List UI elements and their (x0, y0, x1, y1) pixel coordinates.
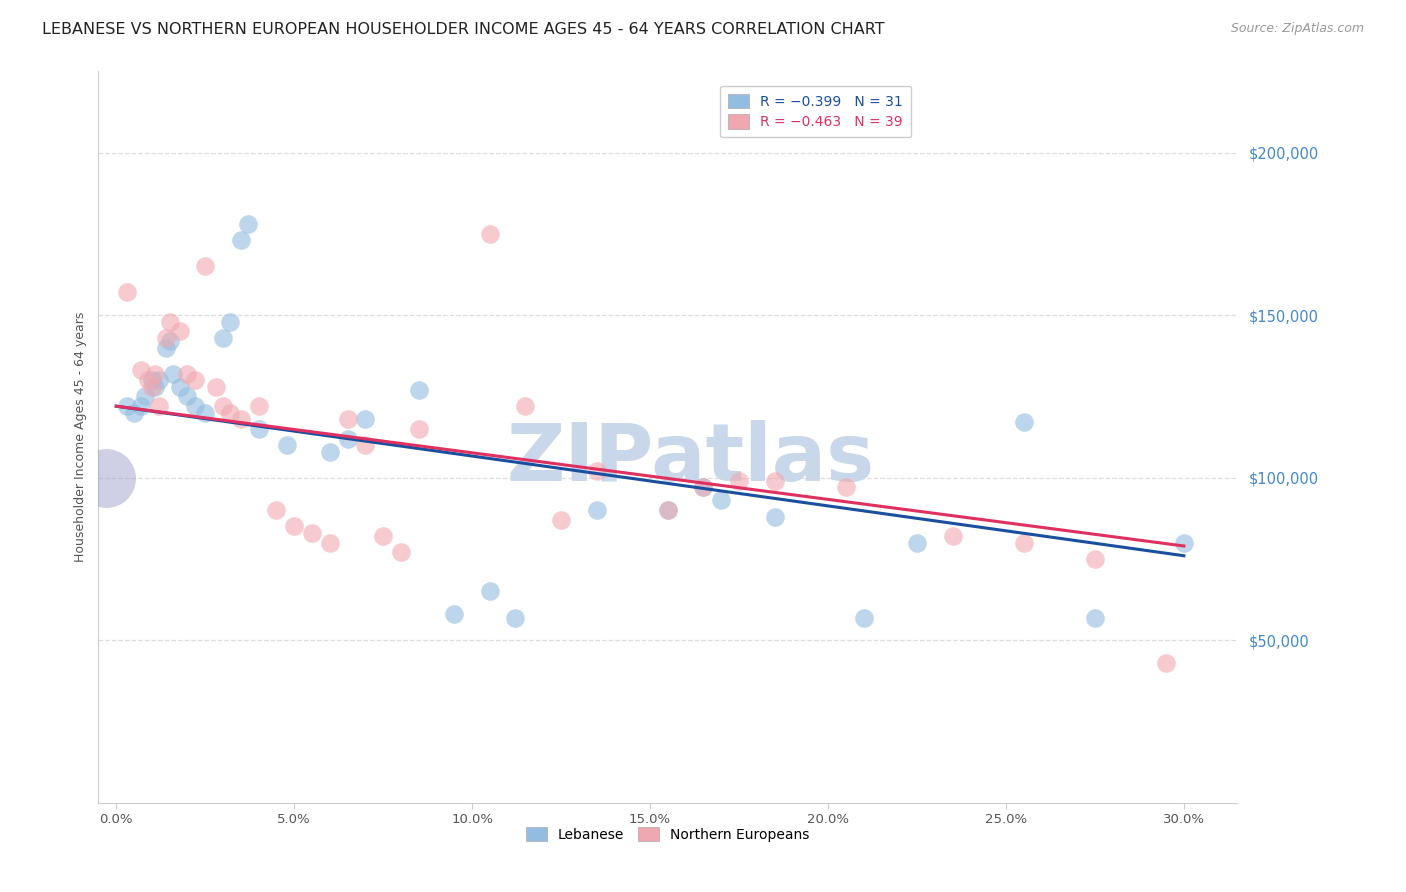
Point (354, 438, 377, 452)
Point (763, 474, 786, 488)
Legend: Lebanese, Northern Europeans: Lebanese, Northern Europeans (520, 822, 815, 847)
Point (148, 373, 170, 387)
Point (1012, 535, 1035, 549)
Point (115, 285, 138, 300)
Point (145, 380, 167, 394)
Point (835, 480, 858, 494)
Text: Source: ZipAtlas.com: Source: ZipAtlas.com (1230, 22, 1364, 36)
Point (176, 389, 198, 403)
Point (169, 380, 191, 394)
Point (319, 444, 342, 458)
Point (1154, 656, 1177, 670)
Point (657, 503, 679, 517)
Point (942, 529, 965, 543)
Point (115, 399, 138, 413)
Point (319, 535, 342, 549)
Point (389, 545, 412, 559)
Point (155, 341, 177, 355)
Point (1084, 610, 1107, 624)
Point (122, 406, 145, 420)
Point (503, 610, 526, 624)
Point (371, 529, 394, 543)
Point (550, 513, 572, 527)
Point (852, 610, 875, 624)
Point (155, 331, 177, 345)
Point (692, 480, 714, 494)
Point (1173, 535, 1195, 549)
Point (212, 331, 235, 345)
Point (585, 503, 607, 517)
Point (141, 380, 163, 394)
Point (129, 399, 152, 413)
Point (183, 373, 205, 387)
Point (129, 363, 152, 377)
Point (194, 260, 217, 274)
Point (94, 471, 117, 485)
Point (236, 217, 259, 231)
Point (194, 406, 217, 420)
Point (176, 367, 198, 381)
Point (336, 432, 359, 446)
Point (478, 584, 501, 599)
Point (159, 315, 181, 329)
Point (247, 422, 270, 436)
Point (229, 234, 252, 248)
Point (1084, 552, 1107, 566)
Point (266, 503, 288, 517)
Point (905, 535, 928, 549)
Point (336, 412, 359, 426)
Point (159, 334, 181, 348)
Y-axis label: Householder Income Ages 45 - 64 years: Householder Income Ages 45 - 64 years (75, 312, 87, 562)
Text: ZIPatlas: ZIPatlas (506, 420, 875, 498)
Point (183, 399, 205, 413)
Point (710, 493, 733, 508)
Point (169, 325, 191, 339)
Point (229, 412, 252, 426)
Point (408, 422, 430, 436)
Point (148, 399, 170, 413)
Point (205, 380, 228, 394)
Point (763, 509, 786, 524)
Point (136, 373, 159, 387)
Point (301, 526, 323, 541)
Point (212, 399, 235, 413)
Point (219, 406, 242, 420)
Point (692, 480, 714, 494)
Point (1012, 416, 1035, 430)
Point (162, 367, 184, 381)
Point (145, 367, 167, 381)
Point (134, 389, 156, 403)
Point (515, 399, 537, 413)
Point (408, 383, 430, 397)
Point (247, 399, 270, 413)
Point (443, 607, 465, 622)
Point (141, 373, 163, 387)
Point (478, 227, 501, 241)
Point (283, 519, 305, 533)
Point (219, 315, 242, 329)
Point (354, 412, 377, 426)
Point (728, 474, 751, 488)
Point (276, 438, 298, 452)
Point (585, 464, 607, 478)
Text: LEBANESE VS NORTHERN EUROPEAN HOUSEHOLDER INCOME AGES 45 - 64 YEARS CORRELATION : LEBANESE VS NORTHERN EUROPEAN HOUSEHOLDE… (42, 22, 884, 37)
Point (657, 503, 679, 517)
